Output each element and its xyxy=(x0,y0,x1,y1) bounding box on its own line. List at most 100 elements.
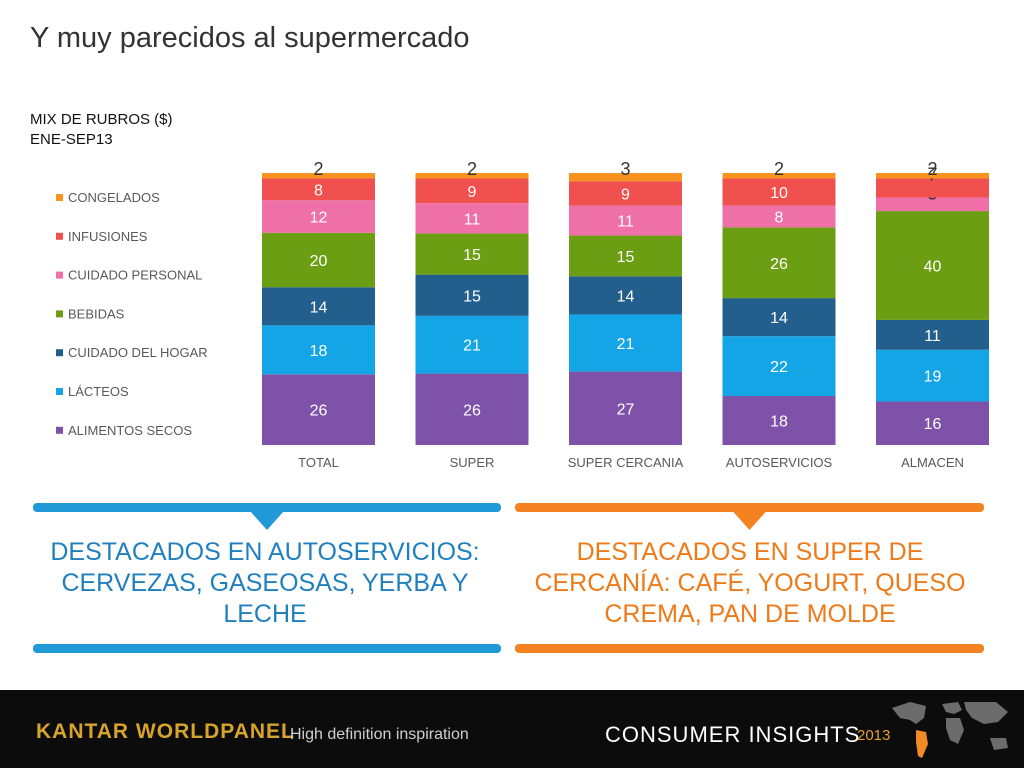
data-label-super-cuidado-personal: 11 xyxy=(464,211,481,228)
legend-swatch-bebidas xyxy=(56,310,63,318)
data-label-super-alimentos-secos: 26 xyxy=(463,402,481,419)
bar-super-congelados xyxy=(415,173,529,179)
legend-swatch-cuidado-personal xyxy=(56,271,63,279)
x-tick-super: SUPER xyxy=(450,455,495,470)
legend-label-cuidado-del-hogar: CUIDADO DEL HOGAR xyxy=(68,345,208,360)
bar-almacen-cuidado-personal xyxy=(876,197,989,212)
legend-label-infusiones: INFUSIONES xyxy=(68,229,148,244)
legend-swatch-cuidado-del-hogar xyxy=(56,349,63,357)
data-label-super-cercania-lacteos: 21 xyxy=(617,336,635,353)
bar-almacen-lacteos xyxy=(876,349,989,402)
bar-super-cercania-cuidado-del-hogar xyxy=(569,276,682,315)
data-label-super-cercania-alimentos-secos: 27 xyxy=(617,401,635,418)
data-label-super-lacteos: 21 xyxy=(463,338,481,355)
bar-super-alimentos-secos xyxy=(415,373,529,445)
footer-bar: KANTAR WORLDPANEL High definition inspir… xyxy=(0,690,1024,768)
data-label-super-congelados: 2 xyxy=(467,159,477,179)
bar-total-alimentos-secos xyxy=(262,374,375,445)
legend-label-bebidas: BEBIDAS xyxy=(68,306,125,321)
bar-total-cuidado-personal xyxy=(262,200,375,233)
bar-super-cercania-cuidado-personal xyxy=(569,205,682,236)
data-label-super-cuidado-del-hogar: 15 xyxy=(463,288,481,305)
data-label-almacen-congelados: 2 xyxy=(927,159,937,179)
bar-autoservicios-cuidado-personal xyxy=(722,205,836,228)
bar-almacen-alimentos-secos xyxy=(876,401,989,445)
bar-autoservicios-alimentos-secos xyxy=(722,396,836,445)
data-label-autoservicios-lacteos: 22 xyxy=(770,359,788,376)
bar-total-bebidas xyxy=(262,232,375,288)
bar-total-infusiones xyxy=(262,178,375,201)
x-tick-autoservicios: AUTOSERVICIOS xyxy=(726,455,833,470)
bar-almacen-infusiones xyxy=(876,178,989,198)
bar-super-cercania-bebidas xyxy=(569,235,682,277)
bar-super-lacteos xyxy=(415,315,529,374)
bar-super-infusiones xyxy=(415,178,529,204)
bar-total-cuidado-del-hogar xyxy=(262,287,375,326)
bar-autoservicios-infusiones xyxy=(722,178,836,206)
data-label-autoservicios-cuidado-del-hogar: 14 xyxy=(770,310,788,327)
subtitle-line-1: MIX DE RUBROS ($) xyxy=(30,111,173,128)
data-label-total-cuidado-del-hogar: 14 xyxy=(310,299,328,316)
chart-subtitle: MIX DE RUBROS ($) ENE-SEP13 xyxy=(30,110,173,150)
bar-total-lacteos xyxy=(262,325,375,375)
data-label-total-bebidas: 20 xyxy=(310,253,328,270)
legend-label-cuidado-personal: CUIDADO PERSONAL xyxy=(68,268,202,283)
bar-super-cuidado-personal xyxy=(415,203,529,234)
data-label-almacen-lacteos: 19 xyxy=(924,369,942,386)
legend-label-lacteos: LÁCTEOS xyxy=(68,384,129,399)
consumer-insights-label: CONSUMER INSIGHTS xyxy=(605,722,861,747)
x-tick-super-cercania: SUPER CERCANIA xyxy=(568,455,684,470)
data-label-total-infusiones: 8 xyxy=(314,182,323,199)
bar-almacen-cuidado-del-hogar xyxy=(876,319,989,350)
bar-super-cercania-congelados xyxy=(569,173,682,182)
subtitle-line-2: ENE-SEP13 xyxy=(30,131,113,148)
bar-autoservicios-cuidado-del-hogar xyxy=(722,298,836,337)
data-label-autoservicios-alimentos-secos: 18 xyxy=(770,414,788,431)
legend-swatch-congelados xyxy=(56,194,63,201)
panel-left-bottom-bar xyxy=(33,644,501,653)
data-label-super-cercania-bebidas: 15 xyxy=(617,249,635,266)
data-label-super-bebidas: 15 xyxy=(463,247,481,264)
data-label-total-congelados: 2 xyxy=(313,159,323,179)
data-label-super-infusiones: 9 xyxy=(468,184,477,201)
bar-autoservicios-lacteos xyxy=(722,336,836,397)
bar-super-bebidas xyxy=(415,233,529,275)
bar-almacen-congelados xyxy=(876,173,989,179)
panel-right-top-bar xyxy=(515,503,984,512)
bar-super-cercania-lacteos xyxy=(569,314,682,372)
data-label-super-cercania-cuidado-personal: 11 xyxy=(617,214,634,231)
panel-right-pointer xyxy=(732,511,767,530)
bar-autoservicios-congelados xyxy=(722,173,836,179)
data-label-super-cercania-infusiones: 9 xyxy=(621,186,630,203)
legend-label-alimentos-secos: ALIMENTOS SECOS xyxy=(68,423,192,438)
legend-swatch-lacteos xyxy=(56,388,63,395)
data-label-total-cuidado-personal: 12 xyxy=(310,210,328,227)
data-label-almacen-cuidado-del-hogar: 11 xyxy=(924,328,941,345)
panel-right-bottom-bar xyxy=(515,644,984,653)
data-label-autoservicios-infusiones: 10 xyxy=(770,185,788,202)
data-label-autoservicios-cuidado-personal: 8 xyxy=(775,210,784,227)
bar-super-cuidado-del-hogar xyxy=(415,274,529,316)
legend-swatch-alimentos-secos xyxy=(56,426,63,434)
data-label-almacen-alimentos-secos: 16 xyxy=(924,416,942,433)
data-label-autoservicios-bebidas: 26 xyxy=(770,256,788,273)
brand-logo: KANTAR WORLDPANEL xyxy=(36,720,295,743)
panel-left-pointer xyxy=(250,511,284,530)
x-tick-total: TOTAL xyxy=(298,455,339,470)
stacked-bar-chart: 261814201282TOTAL262115151192SUPER272114… xyxy=(33,159,989,653)
data-label-almacen-bebidas: 40 xyxy=(924,258,942,275)
x-tick-almacen: ALMACEN xyxy=(901,455,964,470)
bar-total-congelados xyxy=(262,173,375,179)
legend-label-congelados: CONGELADOS xyxy=(68,190,160,205)
data-label-total-alimentos-secos: 26 xyxy=(310,403,328,420)
panel-right-text: DESTACADOS EN SUPER DE CERCANÍA: CAFÉ, Y… xyxy=(534,538,966,628)
slide-title: Y muy parecidos al supermercado xyxy=(30,22,470,54)
bar-super-cercania-infusiones xyxy=(569,181,682,206)
brand-tagline: High definition inspiration xyxy=(290,726,469,743)
world-map-icon xyxy=(892,702,1008,758)
bar-super-cercania-alimentos-secos xyxy=(569,371,682,445)
year-label: 2013 xyxy=(857,727,891,744)
data-label-super-cercania-congelados: 3 xyxy=(620,159,630,179)
panel-left-top-bar xyxy=(33,503,501,512)
data-label-super-cercania-cuidado-del-hogar: 14 xyxy=(617,288,635,305)
